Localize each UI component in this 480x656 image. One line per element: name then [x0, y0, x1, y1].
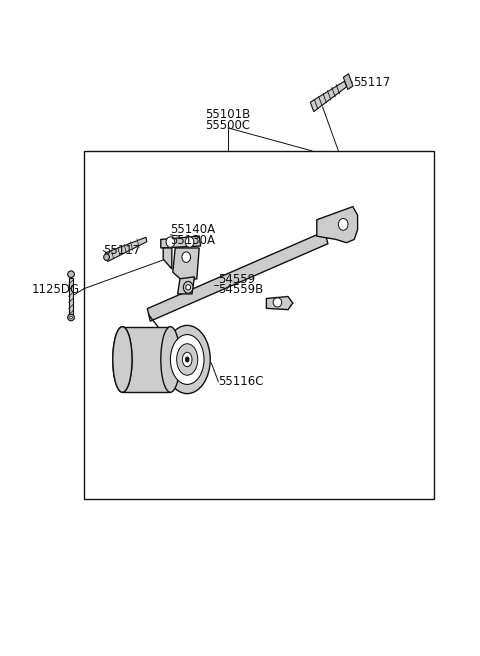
Ellipse shape	[166, 237, 175, 247]
Polygon shape	[343, 73, 353, 89]
Polygon shape	[69, 278, 73, 315]
Ellipse shape	[68, 314, 74, 321]
Polygon shape	[163, 248, 172, 269]
Ellipse shape	[338, 218, 348, 230]
Ellipse shape	[186, 285, 191, 290]
Ellipse shape	[273, 298, 282, 307]
Ellipse shape	[183, 281, 193, 293]
Ellipse shape	[113, 327, 132, 392]
Text: 55117: 55117	[103, 244, 141, 257]
Polygon shape	[310, 81, 347, 112]
Polygon shape	[173, 248, 199, 281]
Ellipse shape	[185, 237, 194, 247]
Text: 54559B: 54559B	[218, 283, 264, 297]
Ellipse shape	[185, 357, 189, 362]
Ellipse shape	[68, 271, 74, 277]
Text: 55130A: 55130A	[170, 234, 216, 247]
Polygon shape	[178, 277, 194, 294]
Ellipse shape	[182, 352, 192, 367]
Polygon shape	[317, 207, 358, 243]
Polygon shape	[147, 231, 328, 321]
Ellipse shape	[170, 335, 204, 384]
Text: 55116C: 55116C	[218, 375, 264, 388]
Text: 55117: 55117	[353, 75, 390, 89]
Text: 1125DG: 1125DG	[31, 283, 79, 297]
Ellipse shape	[182, 252, 191, 262]
Ellipse shape	[177, 344, 198, 375]
Polygon shape	[122, 327, 170, 392]
Polygon shape	[161, 236, 201, 248]
Ellipse shape	[104, 254, 109, 260]
Text: 54559: 54559	[218, 273, 255, 286]
Ellipse shape	[113, 327, 132, 392]
Text: 55140A: 55140A	[170, 223, 216, 236]
Text: 55101B: 55101B	[205, 108, 251, 121]
Text: 55500C: 55500C	[205, 119, 251, 133]
Ellipse shape	[70, 316, 72, 319]
Polygon shape	[106, 237, 147, 262]
Ellipse shape	[161, 327, 180, 392]
Polygon shape	[266, 297, 293, 310]
Bar	[84, 151, 434, 499]
Ellipse shape	[164, 325, 210, 394]
